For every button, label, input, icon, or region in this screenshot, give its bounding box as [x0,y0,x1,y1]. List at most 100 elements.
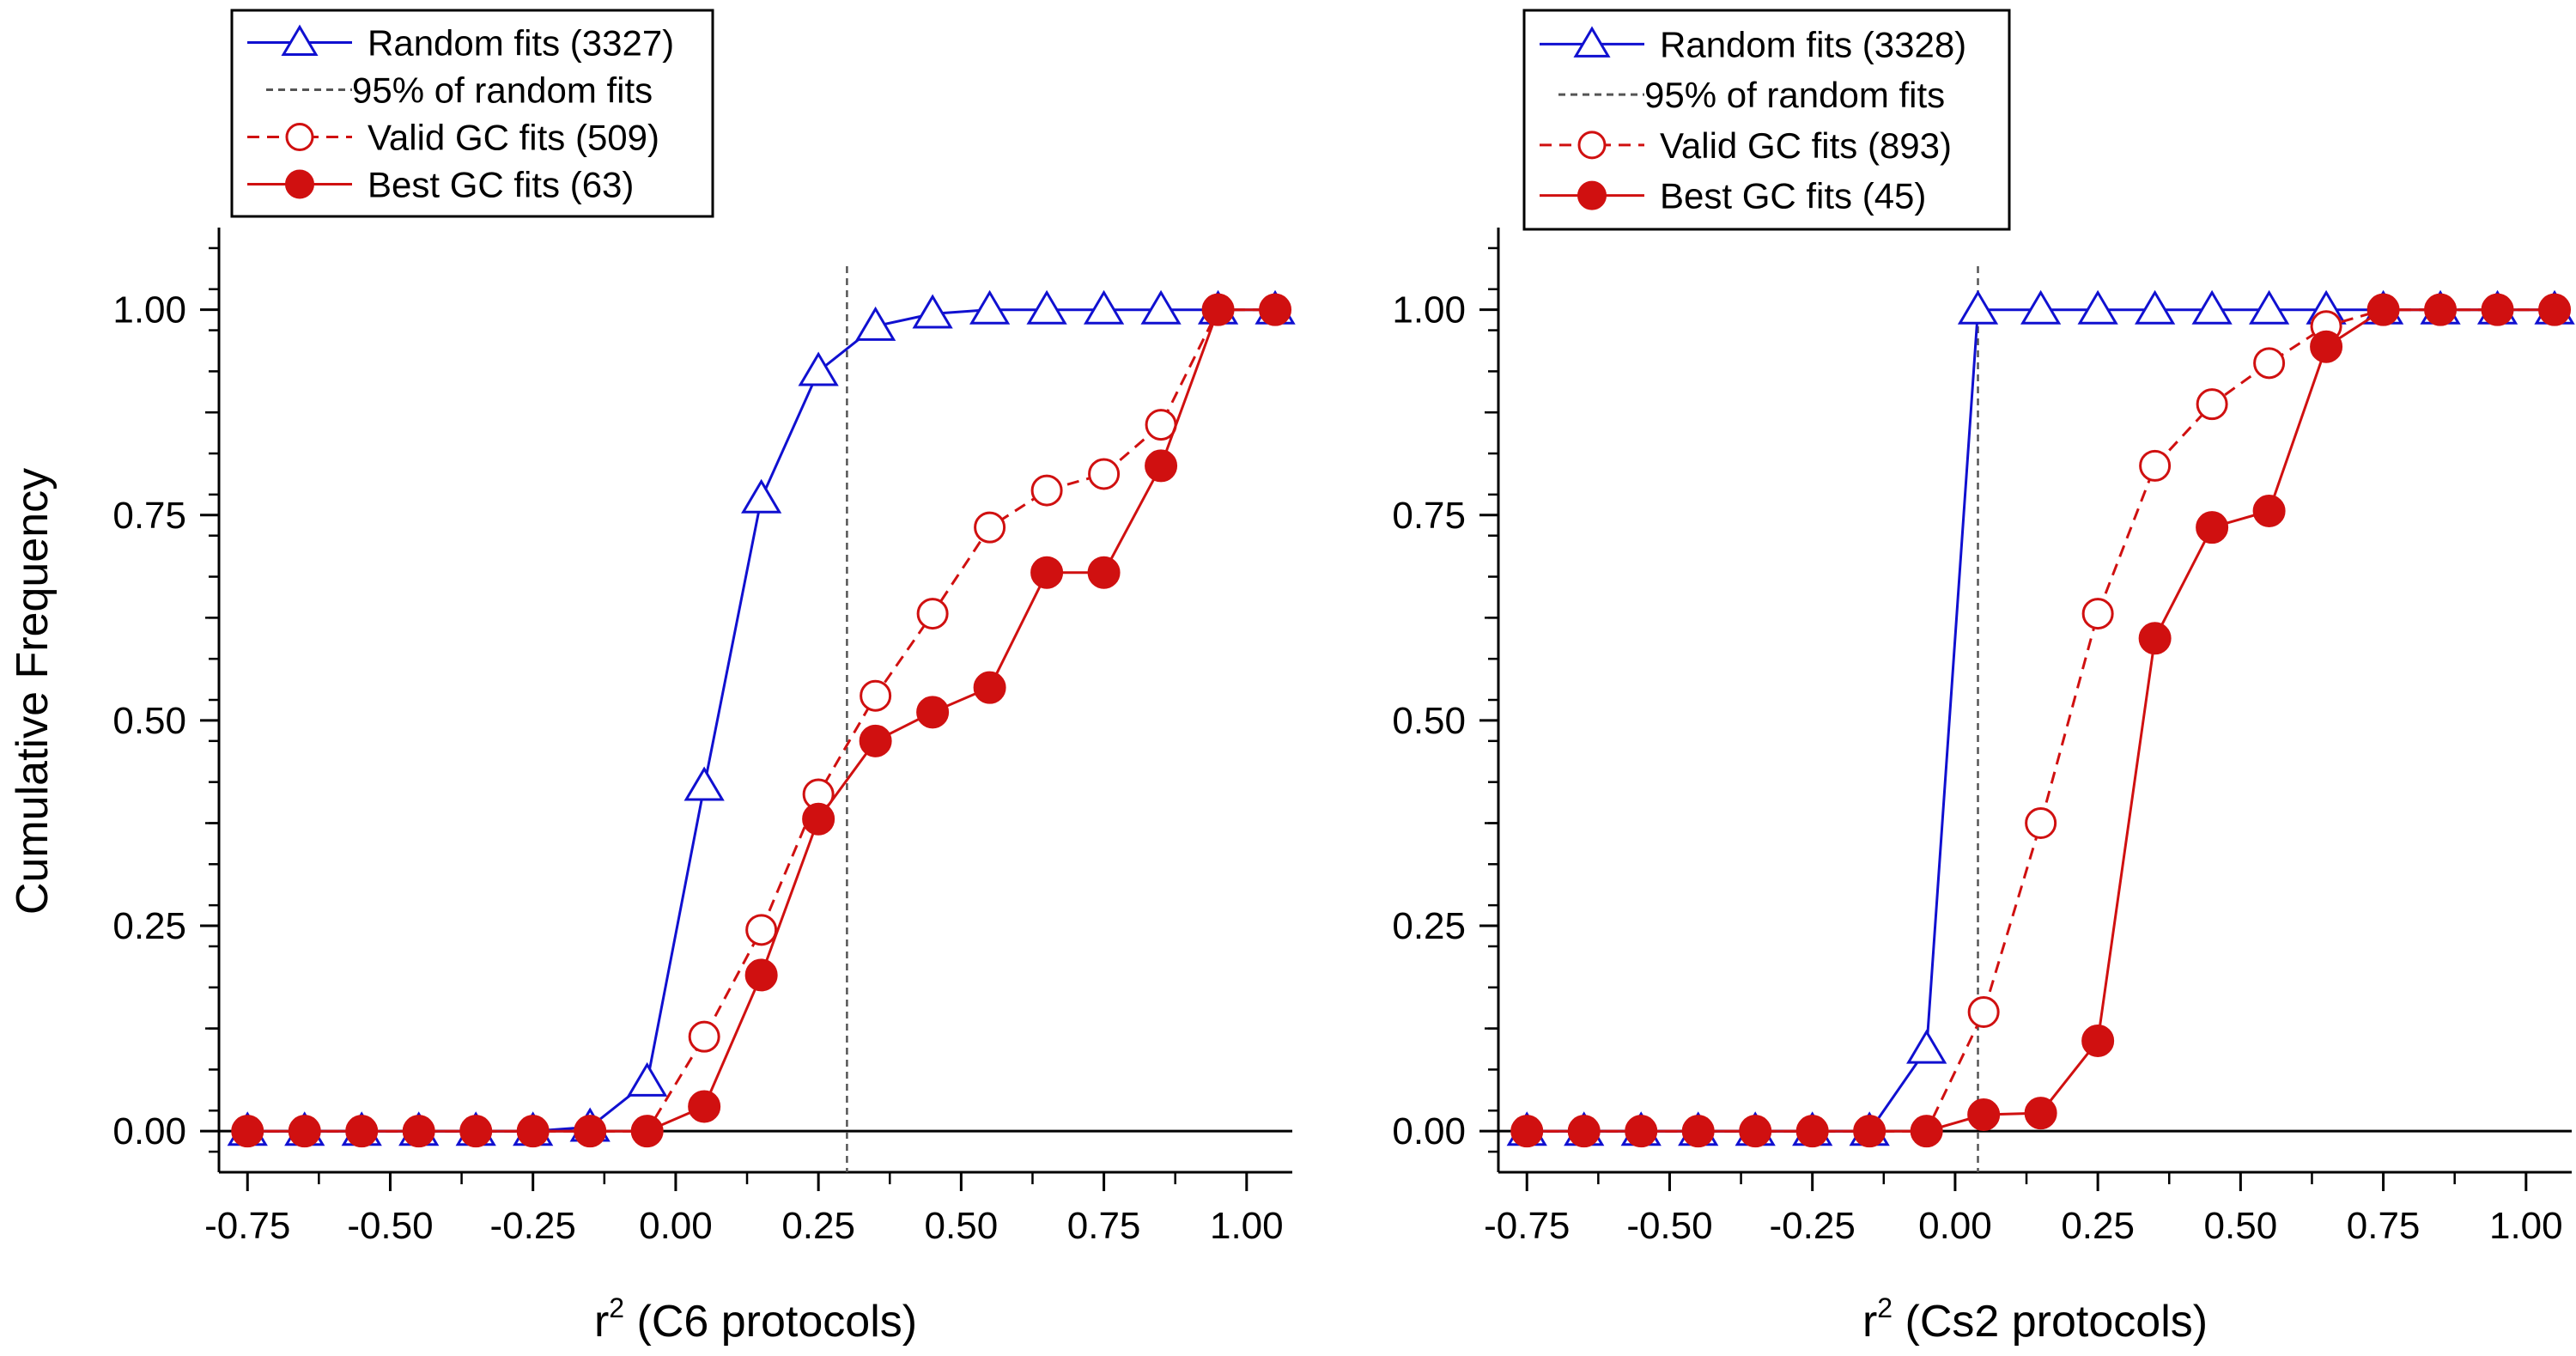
point-best [973,671,1006,704]
legend-marker-random [1573,26,1611,58]
chart-panel-c6: 0.00 0.25 0.50 0.75 1.00 -0.75 -0.50 -0.25 0.00 0… [112,9,1296,1347]
series-line-best [1527,308,2555,1133]
point-random [1083,289,1125,325]
x-tick-label: -0.25 [490,1205,576,1247]
x-tick-label: 1.00 [1210,1205,1284,1247]
x-tick-label: -0.50 [1626,1205,1712,1247]
series-line-random [247,308,1276,1133]
point-best [574,1115,607,1148]
x-tick-label: -0.50 [347,1205,433,1247]
point-best [688,1090,721,1123]
point-best [1259,293,1292,326]
legend-label-best: Best GC fits (45) [1660,176,1926,216]
point-random [2248,289,2290,325]
x-tick-label: 0.75 [2347,1205,2421,1247]
x-axis-title-text: (Cs2 protocols) [1893,1297,2208,1347]
point-best [1910,1115,1943,1148]
x-axis-title-text: (C6 protocols) [624,1297,917,1347]
series-line-best [247,308,1276,1133]
point-valid [2253,347,2286,380]
point-best [516,1115,550,1148]
point-random [627,1061,668,1097]
x-tick-label: 0.00 [639,1205,713,1247]
point-valid [860,679,892,712]
series-line-valid [1527,308,2555,1133]
point-best [2366,293,2400,326]
point-best [2310,330,2343,363]
y-tick-label: 1.00 [112,289,186,331]
y-tick-label: 0.25 [1392,905,1466,947]
legend-label-threshold: 95% of random fits [352,70,653,111]
point-best [1625,1115,1658,1148]
point-random [855,306,896,341]
y-tick-label: 0.00 [1392,1110,1466,1152]
point-valid [2139,449,2172,482]
point-valid [2196,388,2228,421]
point-best [1087,556,1121,589]
point-random [1026,289,1067,325]
point-best [1853,1115,1886,1148]
point-random [741,478,782,514]
point-best [2424,293,2458,326]
point-valid [974,511,1006,544]
x-axis-title: r2 (Cs2 protocols) [1862,1292,2208,1347]
point-best [345,1115,379,1148]
point-best [916,696,950,729]
x-axis-title-sup: 2 [1877,1292,1893,1323]
x-axis-title-var: r [1862,1297,1877,1347]
point-best [1967,1098,2001,1132]
legend-label-valid: Valid GC fits (893) [1660,125,1952,166]
point-best [231,1115,264,1148]
point-best [2081,1024,2115,1057]
point-random [1906,1029,1947,1064]
point-random [2020,289,2062,325]
x-tick-label: 0.75 [1067,1205,1141,1247]
point-best [1030,556,1064,589]
legend: Random fits (3328) 95% of random fits Vali… [1522,9,2011,231]
point-valid [688,1020,720,1053]
y-tick-label: 0.50 [112,700,186,742]
legend-label-random: Random fits (3328) [1660,24,1966,64]
x-tick-label: 0.25 [2061,1205,2135,1247]
point-valid [745,914,778,946]
point-random [2135,289,2176,325]
x-tick-label: 0.50 [2204,1205,2278,1247]
point-random [912,294,953,329]
legend-marker-valid [285,123,314,151]
legend-label-valid: Valid GC fits (509) [368,118,659,158]
legend-marker-valid [1577,131,1607,160]
point-best [859,724,892,757]
legend: Random fits (3327) 95% of random fits Vali… [230,9,714,218]
legend-label-random: Random fits (3327) [368,23,674,64]
point-random [2191,289,2233,325]
point-best [2538,293,2572,326]
point-valid [2081,598,2114,630]
point-best [1201,293,1235,326]
point-best [1739,1115,1772,1148]
point-best [2196,511,2229,544]
y-tick-label: 0.75 [112,495,186,537]
series-line-valid [247,308,1276,1133]
legend-marker-random [281,24,319,57]
x-tick-label: 1.00 [2489,1205,2563,1247]
point-best [2252,495,2286,527]
point-best [1795,1115,1829,1148]
x-axis-title-var: r [594,1297,609,1347]
point-random [2077,289,2118,325]
point-valid [1967,995,2000,1028]
point-best [2024,1097,2057,1130]
point-best [459,1115,493,1148]
x-tick-label: -0.25 [1770,1205,1856,1247]
point-random [798,351,839,386]
point-valid [1030,474,1063,507]
point-best [1681,1115,1715,1148]
point-best [630,1115,664,1148]
y-tick-label: 0.25 [112,905,186,947]
x-tick-label: 0.25 [781,1205,855,1247]
x-tick-label: 0.50 [925,1205,999,1247]
chart-panel-cs2: 0.00 0.25 0.50 0.75 1.00 -0.75 -0.50 -0.25 0.00 0… [1392,9,2575,1347]
point-best [2138,622,2172,655]
point-best [1510,1115,1544,1148]
y-tick-label: 0.50 [1392,700,1466,742]
